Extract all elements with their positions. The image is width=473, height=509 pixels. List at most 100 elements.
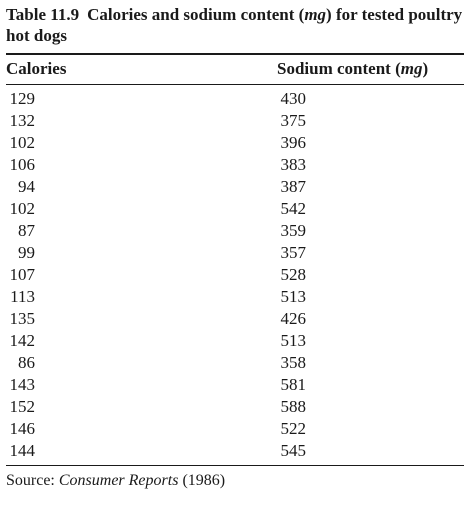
cell-calories: 106 [6,154,277,176]
caption-text-after: ) for tested poultry hot dogs [6,5,463,45]
source-publication: Consumer Reports [58,472,179,489]
sodium-value: 545 [280,441,307,460]
cell-calories: 102 [6,198,277,220]
cell-calories: 146 [6,418,277,440]
table-row: 113 513 [6,286,464,308]
bottom-rule [6,465,464,466]
calories-value: 113 [10,287,35,306]
sodium-value: 581 [280,375,307,394]
table-caption: Table 11.9 Calories and sodium content (m… [6,4,464,46]
table-row: 87 359 [6,220,464,242]
calories-value: 102 [9,133,36,152]
cell-calories: 144 [6,440,277,465]
cell-sodium: 387 [277,176,464,198]
cell-calories: 107 [6,264,277,286]
calories-value: 132 [9,111,36,130]
cell-sodium: 542 [277,198,464,220]
cell-calories: 143 [6,374,277,396]
header-row: Calories Sodium content (mg) [6,55,464,84]
sodium-value: 358 [280,353,307,372]
table-number: Table 11.9 [6,5,80,24]
cell-calories: 113 [6,286,277,308]
header-sodium: Sodium content (mg) [277,55,464,84]
source-year: (1986) [178,472,226,489]
cell-calories: 135 [6,308,277,330]
cell-calories: 132 [6,110,277,132]
header-calories: Calories [6,59,67,78]
table-row: 143 581 [6,374,464,396]
table-row: 152 588 [6,396,464,418]
cell-calories: 86 [6,352,277,374]
table-row: 102 396 [6,132,464,154]
cell-calories: 99 [6,242,277,264]
table-row: 142 513 [6,330,464,352]
cell-sodium: 383 [277,154,464,176]
sodium-value: 513 [280,331,307,350]
sodium-value: 528 [280,265,307,284]
calories-value: 152 [9,397,36,416]
cell-calories: 129 [6,85,277,110]
cell-calories: 102 [6,132,277,154]
sodium-value: 383 [280,155,307,174]
cell-sodium: 522 [277,418,464,440]
source-prefix: Source: [6,472,59,489]
calories-value: 99 [18,243,35,262]
sodium-value: 375 [280,111,307,130]
table-row: 94 387 [6,176,464,198]
table-row: 129 430 [6,85,464,110]
cell-sodium: 430 [277,85,464,110]
calories-value: 86 [18,353,35,372]
table-document: Table 11.9 Calories and sodium content (m… [6,4,464,491]
table-row: 106 383 [6,154,464,176]
cell-sodium: 581 [277,374,464,396]
table-row: 107 528 [6,264,464,286]
calories-value: 94 [18,177,35,196]
table-row: 146 522 [6,418,464,440]
sodium-value: 357 [280,243,307,262]
calories-value: 135 [9,309,36,328]
sodium-value: 542 [280,199,307,218]
calories-value: 102 [9,199,36,218]
table-row: 102 542 [6,198,464,220]
cell-calories: 87 [6,220,277,242]
sodium-value: 359 [280,221,307,240]
table-row: 86 358 [6,352,464,374]
cell-sodium: 358 [277,352,464,374]
cell-sodium: 528 [277,264,464,286]
header-sodium-text: Sodium content ( [277,59,401,78]
cell-sodium: 357 [277,242,464,264]
cell-sodium: 513 [277,286,464,308]
sodium-value: 522 [280,419,307,438]
cell-sodium: 375 [277,110,464,132]
table-body: 129 430 132 375 102 396 106 383 94 387 102 542 87 359… [6,85,464,465]
sodium-value: 513 [280,287,307,306]
source-note: Source: Consumer Reports (1986) [6,471,464,491]
header-sodium-unit: mg [400,59,423,78]
caption-text-before: Calories and sodium content ( [87,5,305,24]
table-row: 132 375 [6,110,464,132]
data-table: Calories Sodium content (mg) 129 430 132 37… [6,55,464,465]
sodium-value: 396 [280,133,307,152]
calories-value: 107 [9,265,36,284]
calories-value: 144 [9,441,36,460]
cell-sodium: 426 [277,308,464,330]
cell-calories: 142 [6,330,277,352]
sodium-value: 426 [280,309,307,328]
cell-sodium: 513 [277,330,464,352]
header-sodium-close: ) [422,59,429,78]
header-rule [6,84,464,85]
calories-value: 129 [9,89,36,108]
calories-value: 146 [9,419,36,438]
calories-value: 106 [9,155,36,174]
caption-unit: mg [304,5,327,24]
cell-calories: 94 [6,176,277,198]
table-row: 144 545 [6,440,464,465]
table-row: 99 357 [6,242,464,264]
calories-value: 142 [9,331,36,350]
calories-value: 87 [18,221,35,240]
cell-sodium: 588 [277,396,464,418]
sodium-value: 430 [280,89,307,108]
cell-calories: 152 [6,396,277,418]
sodium-value: 588 [280,397,307,416]
cell-sodium: 359 [277,220,464,242]
